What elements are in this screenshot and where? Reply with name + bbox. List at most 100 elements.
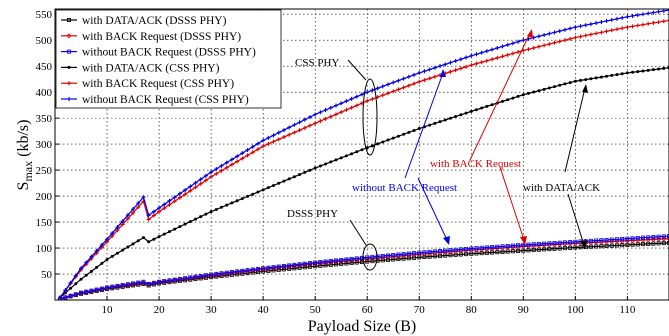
series-marker: [532, 90, 536, 94]
series-marker: [297, 262, 302, 267]
series-marker: [454, 115, 458, 119]
series-marker: [401, 252, 406, 257]
series-marker: [661, 9, 666, 13]
series-marker: [578, 34, 583, 39]
series-marker: [344, 154, 348, 158]
series-marker: [209, 174, 214, 179]
legend-label: without BACK Request (CSS PHY): [82, 94, 249, 106]
series-marker: [640, 235, 645, 240]
x-tick-label: 70: [414, 304, 426, 316]
series-marker: [193, 185, 198, 190]
series-marker: [69, 286, 73, 290]
series-marker: [188, 184, 193, 189]
series-marker: [495, 244, 500, 249]
series-marker: [620, 236, 625, 241]
series-marker: [557, 240, 562, 245]
series-marker: [318, 164, 322, 168]
series-marker: [562, 27, 567, 32]
ticks: 10 20 30 40 50 60 70 80 90 100 110 50 100 150 200 250 30…: [36, 9, 636, 316]
series-marker: [568, 240, 573, 245]
series-marker: [105, 285, 110, 290]
series-marker: [485, 104, 489, 108]
series-marker: [510, 51, 515, 56]
series-marker: [219, 163, 224, 168]
series-marker: [474, 61, 479, 66]
series-marker: [214, 207, 218, 211]
series-marker: [646, 68, 650, 72]
series-marker: [162, 206, 167, 211]
series-marker: [313, 260, 318, 265]
series-marker: [417, 250, 422, 255]
series-marker: [214, 171, 219, 176]
series-marker: [474, 108, 478, 112]
series-marker: [89, 288, 94, 293]
series-marker: [527, 91, 531, 95]
series-marker: [573, 239, 578, 244]
series-marker: [136, 239, 140, 243]
series-line: [60, 281, 144, 300]
series-marker: [246, 194, 250, 198]
series-marker: [484, 58, 489, 63]
series-marker: [339, 101, 344, 106]
series-marker: [599, 19, 604, 24]
y-tick-label: 200: [36, 191, 53, 203]
series-marker: [151, 209, 156, 214]
series-marker: [381, 140, 385, 144]
series-marker: [94, 248, 99, 253]
series-marker: [323, 108, 328, 113]
series-marker: [422, 250, 427, 255]
series-marker: [224, 165, 229, 170]
series-marker: [209, 210, 213, 214]
y-tick-label: 550: [36, 9, 53, 21]
series-marker: [667, 18, 669, 23]
series-marker: [240, 197, 244, 201]
series-marker: [620, 72, 624, 76]
series-marker: [131, 281, 136, 286]
series-marker: [391, 136, 395, 140]
series-marker: [583, 23, 588, 28]
series-marker: [438, 120, 442, 124]
series-marker: [563, 82, 567, 86]
series-marker: [594, 31, 599, 36]
series-marker: [562, 38, 567, 43]
series-marker: [209, 170, 214, 175]
series-marker: [224, 160, 229, 165]
series-marker: [277, 181, 281, 185]
series-marker: [609, 237, 614, 242]
x-tick-label: 100: [567, 304, 584, 316]
series-marker: [220, 205, 224, 209]
series-marker: [84, 260, 89, 265]
series-marker: [412, 81, 417, 86]
series-marker: [448, 116, 452, 120]
series-marker: [480, 106, 484, 110]
series-marker: [125, 282, 130, 287]
series-marker: [84, 289, 89, 294]
x-tick-label: 30: [206, 304, 218, 316]
series-marker: [391, 80, 396, 85]
series-marker: [167, 198, 172, 203]
series-marker: [401, 256, 406, 261]
series-marker: [313, 264, 318, 269]
x-tick-label: 110: [619, 304, 636, 316]
series-marker: [307, 123, 312, 128]
series-marker: [198, 273, 203, 278]
series-marker: [292, 122, 297, 127]
y-tick-label: 50: [41, 269, 53, 281]
annotations: CSS PHY DSSS PHY with BACK Request witho…: [287, 29, 600, 271]
legend-label: with DATA/ACK (CSS PHY): [82, 62, 220, 74]
series-marker: [245, 147, 250, 152]
series-marker: [656, 20, 661, 25]
series-marker: [464, 111, 468, 115]
series-marker: [360, 92, 364, 97]
series-marker: [495, 55, 500, 60]
series-marker: [610, 73, 614, 77]
series-marker: [318, 260, 323, 265]
series-drop: [143, 237, 150, 243]
series-marker: [484, 49, 489, 54]
series-marker: [365, 255, 370, 260]
series-marker: [511, 96, 515, 100]
series-marker: [313, 121, 318, 126]
series-marker: [427, 249, 432, 254]
series-marker: [516, 94, 520, 98]
